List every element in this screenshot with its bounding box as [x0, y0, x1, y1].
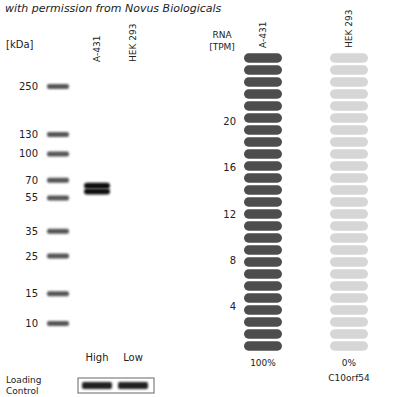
lane-label: A-431: [92, 36, 102, 62]
empty-segment: [330, 125, 368, 134]
tick-label: 16: [223, 162, 236, 173]
bar-segment: [244, 173, 282, 182]
expression-level: Low: [123, 352, 143, 363]
empty-segment: [330, 65, 368, 74]
bar-segment: [244, 209, 282, 218]
axis-title: RNA: [212, 30, 232, 40]
empty-segment: [330, 149, 368, 158]
bar-segment: [244, 161, 282, 170]
marker-label: 15: [25, 288, 38, 299]
figure: with permission from Novus Biologicals [k…: [0, 0, 400, 397]
blot-band: [84, 189, 110, 195]
empty-segment: [330, 233, 368, 242]
bars: [244, 53, 368, 350]
bar-segment: [244, 269, 282, 278]
empty-segment: [330, 281, 368, 290]
category-label: A-431: [258, 22, 268, 48]
bar-segment: [244, 257, 282, 266]
loading-control-label: Control: [6, 386, 39, 396]
empty-segment: [330, 221, 368, 230]
category-label: HEK 293: [344, 10, 354, 48]
bar-segment: [244, 149, 282, 158]
bar-segment: [244, 317, 282, 326]
empty-segment: [330, 173, 368, 182]
marker-label: 70: [25, 175, 38, 186]
empty-segment: [330, 257, 368, 266]
tick-label: 8: [230, 255, 236, 266]
bar-segment: [244, 89, 282, 98]
empty-segment: [330, 305, 368, 314]
ladder-band: [47, 254, 69, 259]
bar-segment: [244, 137, 282, 146]
axis-title: [TPM]: [209, 42, 235, 52]
bar-segment: [244, 221, 282, 230]
empty-segment: [330, 113, 368, 122]
bar-segment: [244, 245, 282, 254]
empty-segment: [330, 317, 368, 326]
percent-label: 0%: [342, 358, 357, 368]
empty-segment: [330, 161, 368, 170]
ladder-band: [47, 229, 69, 234]
ladder-band: [47, 321, 69, 326]
tick-label: 4: [230, 301, 236, 312]
ladder-band: [47, 132, 69, 137]
loading-control-band: [118, 382, 148, 389]
percent-label: 100%: [250, 358, 276, 368]
bar-segment: [244, 341, 282, 350]
lane-label: HEK 293: [128, 24, 138, 62]
loading-control-label: Loading: [6, 375, 42, 385]
ladder-band: [47, 84, 69, 89]
marker-label: 25: [25, 251, 38, 262]
bar-segment: [244, 185, 282, 194]
loading-control-frame: [78, 378, 154, 393]
bar-segment: [244, 293, 282, 302]
ladder-band: [47, 178, 69, 183]
expression-level: High: [86, 352, 109, 363]
ladder-band: [47, 291, 69, 296]
tick-label: 20: [223, 116, 236, 127]
bar-segment: [244, 233, 282, 242]
empty-segment: [330, 53, 368, 62]
bar-segment: [244, 101, 282, 110]
marker-label: 35: [25, 226, 38, 237]
ladder-band: [47, 151, 69, 156]
marker-label: 55: [25, 192, 38, 203]
watermark: with permission from Novus Biologicals: [5, 2, 222, 15]
empty-segment: [330, 269, 368, 278]
bar-segment: [244, 65, 282, 74]
empty-segment: [330, 185, 368, 194]
bar-segment: [244, 281, 282, 290]
empty-segment: [330, 77, 368, 86]
ladder-band: [47, 195, 69, 200]
marker-label: 10: [25, 318, 38, 329]
empty-segment: [330, 197, 368, 206]
empty-segment: [330, 329, 368, 338]
empty-segment: [330, 293, 368, 302]
bar-segment: [244, 113, 282, 122]
empty-segment: [330, 245, 368, 254]
bar-segment: [244, 125, 282, 134]
bar-segment: [244, 197, 282, 206]
gene-label: C10orf54: [328, 373, 370, 383]
unit-label: [kDa]: [6, 39, 34, 50]
tick-label: 12: [223, 209, 236, 220]
marker-label: 100: [19, 148, 38, 159]
bar-segment: [244, 77, 282, 86]
marker-label: 250: [19, 81, 38, 92]
bar-segment: [244, 53, 282, 62]
bar-segment: [244, 329, 282, 338]
empty-segment: [330, 137, 368, 146]
blot-band: [84, 183, 110, 189]
loading-control-band: [82, 382, 112, 389]
bar-segment: [244, 305, 282, 314]
empty-segment: [330, 101, 368, 110]
marker-label: 130: [19, 129, 38, 140]
empty-segment: [330, 209, 368, 218]
empty-segment: [330, 89, 368, 98]
empty-segment: [330, 341, 368, 350]
